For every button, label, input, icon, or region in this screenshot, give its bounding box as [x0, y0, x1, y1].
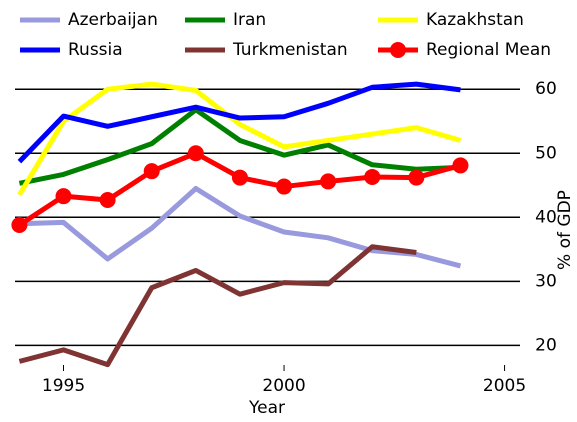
marker: [99, 192, 116, 209]
x-tick-label: 1995: [42, 376, 85, 396]
legend-label: Kazakhstan: [426, 10, 524, 30]
y-tick-label: 20: [535, 335, 557, 355]
legend-marker: [390, 42, 406, 58]
marker: [452, 157, 469, 174]
y-tick-label: 50: [535, 143, 557, 163]
series-line: [18, 107, 461, 186]
marker: [187, 145, 204, 162]
marker: [55, 188, 72, 205]
x-axis-label: Year: [248, 398, 285, 418]
marker: [231, 169, 248, 186]
y-axis-label: % of GDP: [555, 190, 575, 270]
marker: [11, 216, 28, 233]
marker: [408, 169, 425, 186]
marker: [276, 178, 293, 195]
legend-label: Regional Mean: [426, 40, 551, 60]
legend-label: Turkmenistan: [232, 40, 348, 60]
marker: [320, 173, 337, 190]
y-tick-label: 60: [535, 79, 557, 99]
series-line: [19, 185, 462, 269]
series-line: [17, 81, 461, 164]
y-tick-label: 30: [535, 271, 557, 291]
series-line: [17, 81, 462, 197]
x-tick-label: 2005: [483, 376, 526, 396]
series-line: [18, 244, 417, 368]
legend-label: Russia: [68, 40, 123, 60]
x-tick-label: 2000: [262, 376, 305, 396]
y-tick-label: 40: [535, 207, 557, 227]
legend-label: Azerbaijan: [68, 10, 158, 30]
marker: [364, 168, 381, 185]
legend-label: Iran: [233, 10, 266, 30]
marker: [143, 163, 160, 180]
